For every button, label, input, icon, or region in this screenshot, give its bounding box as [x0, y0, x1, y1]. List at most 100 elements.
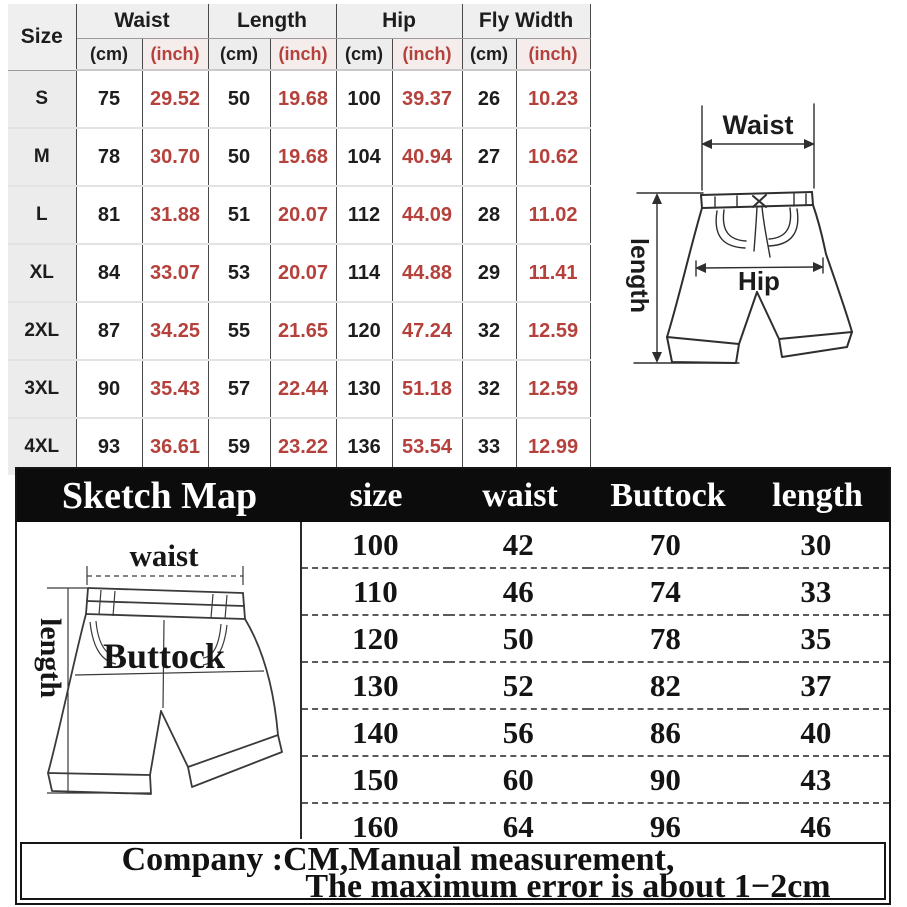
table-row: S 75 29.52 50 19.68 100 39.37 26 10.23	[8, 70, 591, 129]
table-cell: 53.54	[392, 418, 463, 475]
sketch-map-panel: Sketch Map size waist Buttock length wai…	[15, 467, 891, 905]
table-cell: 32	[462, 360, 517, 419]
table-cell: 29	[462, 244, 517, 303]
table-cell: XL	[8, 244, 77, 303]
column-header-buttock: Buttock	[610, 476, 726, 514]
waist-dimension: Waist	[701, 103, 815, 191]
table-cell: 82	[587, 662, 743, 710]
table-cell: 50	[208, 128, 271, 187]
table-cell: 75	[76, 70, 143, 129]
sketch-map-body: waist length	[17, 522, 889, 844]
bottom-table-body: 100 42 70 30 110 46 74 33 120 50 78 35 130 52 82 37 140 5…	[302, 522, 889, 849]
table-row: 100 42 70 30	[302, 522, 889, 569]
table-cell: 12.59	[516, 360, 591, 419]
table-cell: 32	[462, 302, 517, 361]
table-cell: 59	[208, 418, 271, 475]
waist-label: Waist	[722, 110, 793, 140]
table-cell: 160	[352, 808, 399, 844]
table-cell: 26	[462, 70, 517, 129]
waist-label: waist	[130, 538, 200, 573]
table-row: XL 84 33.07 53 20.07 114 44.88 29 11.41	[8, 244, 591, 303]
size-chart-table-top: Size Waist Length Hip Fly Width (cm) (in…	[8, 4, 591, 475]
shorts-measure-diagram-top: Waist Hip	[625, 103, 853, 364]
table-cell: 30	[742, 522, 889, 569]
table-cell: 64	[502, 808, 534, 844]
table-cell: 36.61	[142, 418, 209, 475]
length-group-header: Length	[208, 4, 337, 39]
table-cell: 47.24	[392, 302, 463, 361]
table-cell: 42	[448, 522, 588, 569]
table-cell: 29.52	[142, 70, 209, 129]
table-cell: 84	[76, 244, 143, 303]
table-cell: 37	[742, 662, 889, 710]
table-cell: 50	[448, 615, 588, 663]
table-row: L 81 31.88 51 20.07 112 44.09 28 11.02	[8, 186, 591, 245]
table-cell: 60	[448, 756, 588, 804]
table-row: 120 50 78 35	[302, 615, 889, 663]
unit-inch-header: (inch)	[516, 38, 591, 71]
unit-inch-header: (inch)	[142, 38, 209, 71]
hip-label: Hip	[738, 266, 780, 296]
hip-group-header: Hip	[336, 4, 463, 39]
bottom-table-wrap: 100 42 70 30 110 46 74 33 120 50 78 35 130 52 82 37 140 5…	[302, 522, 889, 844]
table-row: 140 56 86 40	[302, 709, 889, 757]
footer-note: Company :CM,Manual measurement, The maxi…	[20, 842, 886, 900]
unit-inch-header: (inch)	[270, 38, 337, 71]
table-cell: 21.65	[270, 302, 337, 361]
table-cell: 2XL	[8, 302, 77, 361]
table-cell: 10.23	[516, 70, 591, 129]
table-cell: 40	[742, 709, 889, 757]
footer-note-line2: The maximum error is about 1−2cm	[305, 868, 831, 900]
waist-group-header: Waist	[76, 4, 209, 39]
size-column-header: Size	[8, 4, 77, 71]
table-cell: 53	[208, 244, 271, 303]
table-row: 110 46 74 33	[302, 568, 889, 616]
table-cell: 11.41	[516, 244, 591, 303]
table-cell: 50	[208, 70, 271, 129]
table-row: 4XL 93 36.61 59 23.22 136 53.54 33 12.99	[8, 418, 591, 475]
table-cell: 81	[76, 186, 143, 245]
table-cell: 87	[76, 302, 143, 361]
unit-cm-header: (cm)	[76, 38, 143, 71]
column-header-length: length	[772, 476, 863, 514]
table-cell: 44.09	[392, 186, 463, 245]
table-cell: 35.43	[142, 360, 209, 419]
footer-note-line1: Company :CM,Manual measurement,	[121, 842, 675, 878]
table-cell: 31.88	[142, 186, 209, 245]
top-table-group-header-row: Size Waist Length Hip Fly Width	[8, 4, 591, 71]
shorts-outline-icon	[666, 191, 853, 364]
table-cell: S	[8, 70, 77, 129]
table-cell: 90	[76, 360, 143, 419]
table-cell: 39.37	[392, 70, 463, 129]
table-cell: 12.59	[516, 302, 591, 361]
table-cell: 22.44	[270, 360, 337, 419]
table-cell: 20.07	[270, 244, 337, 303]
sketch-map-header-bar: Sketch Map size waist Buttock length	[17, 469, 889, 522]
table-cell: 34.25	[142, 302, 209, 361]
table-cell: 30.70	[142, 128, 209, 187]
table-cell: 136	[336, 418, 393, 475]
length-label: length	[625, 238, 653, 313]
table-cell: 130	[336, 360, 393, 419]
length-dimension: length	[625, 192, 740, 364]
table-cell: 33	[742, 568, 889, 616]
top-table-body: S 75 29.52 50 19.68 100 39.37 26 10.23 M 78 30.70 50…	[8, 70, 591, 475]
table-cell: 19.68	[270, 70, 337, 129]
table-cell: 110	[302, 568, 449, 616]
table-cell: 46	[448, 568, 588, 616]
table-cell: 3XL	[8, 360, 77, 419]
table-row: 150 60 90 43	[302, 756, 889, 804]
top-table-unit-header-row: (cm) (inch) (cm) (inch) (cm) (inch) (cm)…	[8, 38, 591, 71]
table-cell: 112	[336, 186, 393, 245]
table-cell: 33	[462, 418, 517, 475]
table-cell: 10.62	[516, 128, 591, 187]
table-cell: 44.88	[392, 244, 463, 303]
table-cell: 4XL	[8, 418, 77, 475]
table-cell: 43	[742, 756, 889, 804]
table-cell: 40.94	[392, 128, 463, 187]
table-cell: 100	[336, 70, 393, 129]
table-cell: 19.68	[270, 128, 337, 187]
buttock-label: Buttock	[103, 636, 225, 676]
table-cell: 12.99	[516, 418, 591, 475]
table-cell: 70	[587, 522, 743, 569]
